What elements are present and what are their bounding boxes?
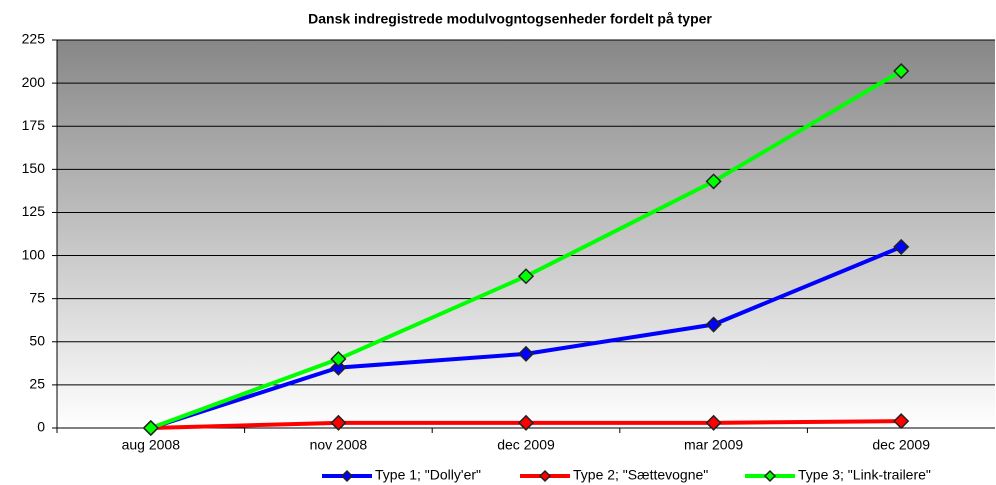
data-point [142, 419, 159, 437]
data-point [705, 173, 722, 190]
legend-label: Type 2; "Sættevogne" [573, 467, 708, 483]
y-tick-label: 0 [37, 419, 45, 435]
y-tick-label: 100 [22, 246, 46, 262]
y-tick-label: 125 [22, 203, 46, 219]
x-tick-label: dec 2009 [872, 437, 930, 453]
legend-label: Type 3; "Link-trailere" [798, 467, 931, 483]
y-tick-label: 150 [22, 160, 46, 176]
legend-marker [340, 469, 354, 483]
chart-title: Dansk indregistrede modulvogntogsenheder… [308, 11, 712, 27]
data-point [330, 350, 347, 368]
data-point [705, 414, 722, 431]
data-point [893, 62, 910, 80]
data-point [517, 414, 535, 431]
legend-marker [538, 469, 552, 483]
x-tick-label: nov 2008 [310, 437, 368, 453]
y-tick-label: 200 [22, 74, 46, 90]
data-point [517, 268, 535, 285]
data-point [330, 359, 347, 376]
data-point [893, 413, 910, 430]
data-point [517, 345, 535, 362]
y-tick-label: 50 [29, 332, 45, 348]
x-tick-label: dec 2009 [497, 437, 555, 453]
y-tick-label: 75 [29, 289, 45, 305]
x-tick-label: aug 2008 [122, 437, 181, 453]
data-point [330, 414, 347, 431]
x-tick-label: mar 2009 [684, 437, 743, 453]
data-point [705, 316, 722, 333]
legend-marker [763, 469, 777, 483]
y-tick-label: 225 [22, 31, 46, 47]
y-tick-label: 175 [22, 117, 46, 133]
data-point [893, 238, 910, 255]
legend-label: Type 1; "Dolly'er" [375, 467, 481, 483]
plot-area [57, 40, 995, 428]
y-tick-label: 25 [29, 376, 45, 392]
